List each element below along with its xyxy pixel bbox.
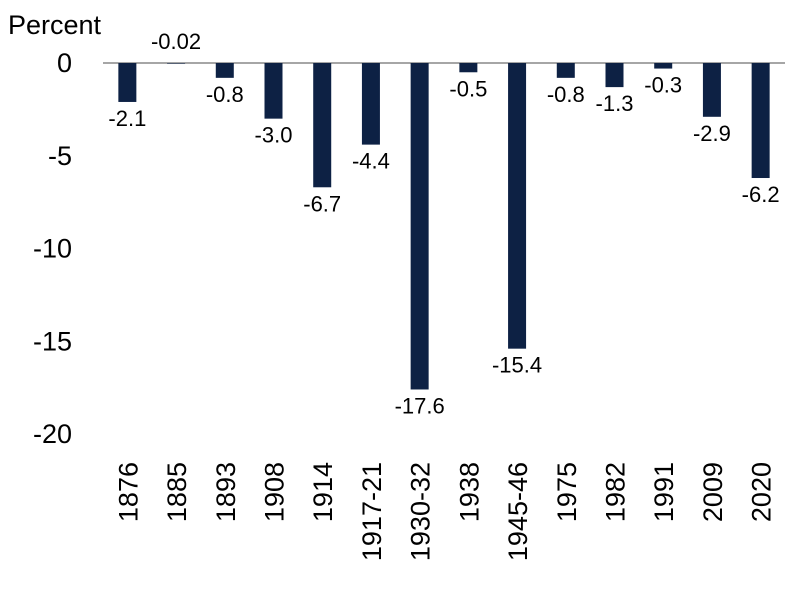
y-axis-label: Percent [8,10,102,40]
x-tick-label: 1975 [552,462,582,522]
x-axis-labels: 1876 1885 1893 1908 1914 1917-21 1930-32 1938 19… [113,462,776,561]
bar [410,63,429,390]
bar [702,63,721,117]
bar [751,63,770,179]
value-label: -15.4 [492,353,542,378]
y-tick-label: -15 [33,326,72,356]
bar [605,63,624,88]
value-label: -2.1 [108,106,146,131]
x-tick-label: 1938 [454,462,484,522]
x-tick-label: 1893 [211,462,241,522]
y-tick-label: -5 [48,141,72,171]
x-tick-label: 2009 [698,462,728,522]
y-tick-label: 0 [57,48,72,78]
x-tick-label: 1885 [162,462,192,522]
bar [508,63,527,349]
value-label: -0.8 [206,82,244,107]
value-label: -0.02 [151,29,201,54]
value-label: -0.5 [449,76,487,101]
bar [167,63,186,64]
x-tick-label: 2020 [747,462,777,522]
bar [264,63,283,119]
y-tick-label: -10 [33,234,72,264]
x-tick-label: 1945-46 [503,462,533,561]
bars-group [118,63,770,390]
value-label: -1.3 [596,91,634,116]
bar [313,63,332,188]
y-tick-label: -20 [33,419,72,449]
x-tick-label: 1991 [649,462,679,522]
x-tick-label: 1917-21 [357,462,387,561]
value-label: -6.7 [303,191,341,216]
y-axis-ticks: 0 -5 -10 -15 -20 [33,48,72,449]
value-label: -4.4 [352,149,390,174]
value-label: -6.2 [742,182,780,207]
value-label: -17.6 [395,393,445,418]
bar [556,63,575,78]
x-tick-label: 1930-32 [406,462,436,561]
value-label: -0.8 [547,82,585,107]
bar [118,63,137,102]
x-tick-label: 1982 [601,462,631,522]
value-label: -2.9 [693,121,731,146]
x-tick-label: 1914 [308,462,338,522]
bar [654,63,673,69]
value-label: -3.0 [255,123,293,148]
x-tick-label: 1876 [113,462,143,522]
value-labels-group: -2.1 -0.02 -0.8 -3.0 -6.7 -4.4 -17.6 -0.5 -15.4 -… [108,29,779,418]
bar [215,63,234,78]
bar [459,63,478,73]
x-tick-label: 1908 [260,462,290,522]
bar [361,63,380,145]
value-label: -0.3 [644,73,682,98]
